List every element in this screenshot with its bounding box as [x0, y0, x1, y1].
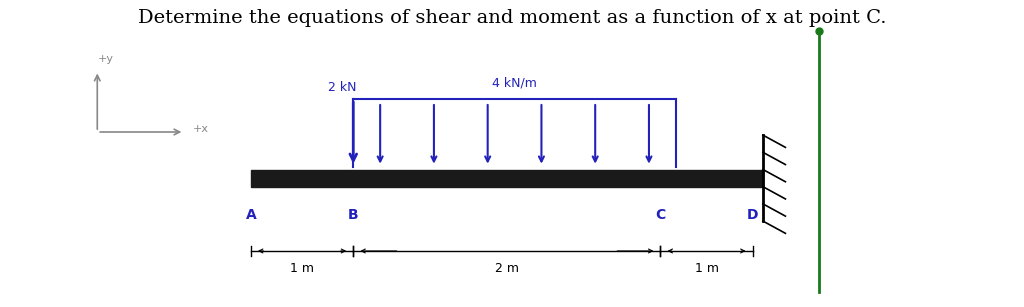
Text: Determine the equations of shear and moment as a function of x at point C.: Determine the equations of shear and mom… [138, 9, 886, 27]
Text: 4 kN/m: 4 kN/m [493, 77, 537, 90]
Text: 1 m: 1 m [694, 262, 719, 275]
Text: +y: +y [97, 54, 114, 64]
Text: +x: +x [193, 124, 209, 134]
Text: 2 kN: 2 kN [328, 81, 356, 95]
Text: A: A [246, 208, 256, 222]
Text: D: D [746, 208, 759, 222]
Text: 1 m: 1 m [290, 262, 314, 275]
Bar [251, 169, 763, 187]
Text: B: B [348, 208, 358, 222]
Text: C: C [655, 208, 666, 222]
Text: 2 m: 2 m [495, 262, 519, 275]
